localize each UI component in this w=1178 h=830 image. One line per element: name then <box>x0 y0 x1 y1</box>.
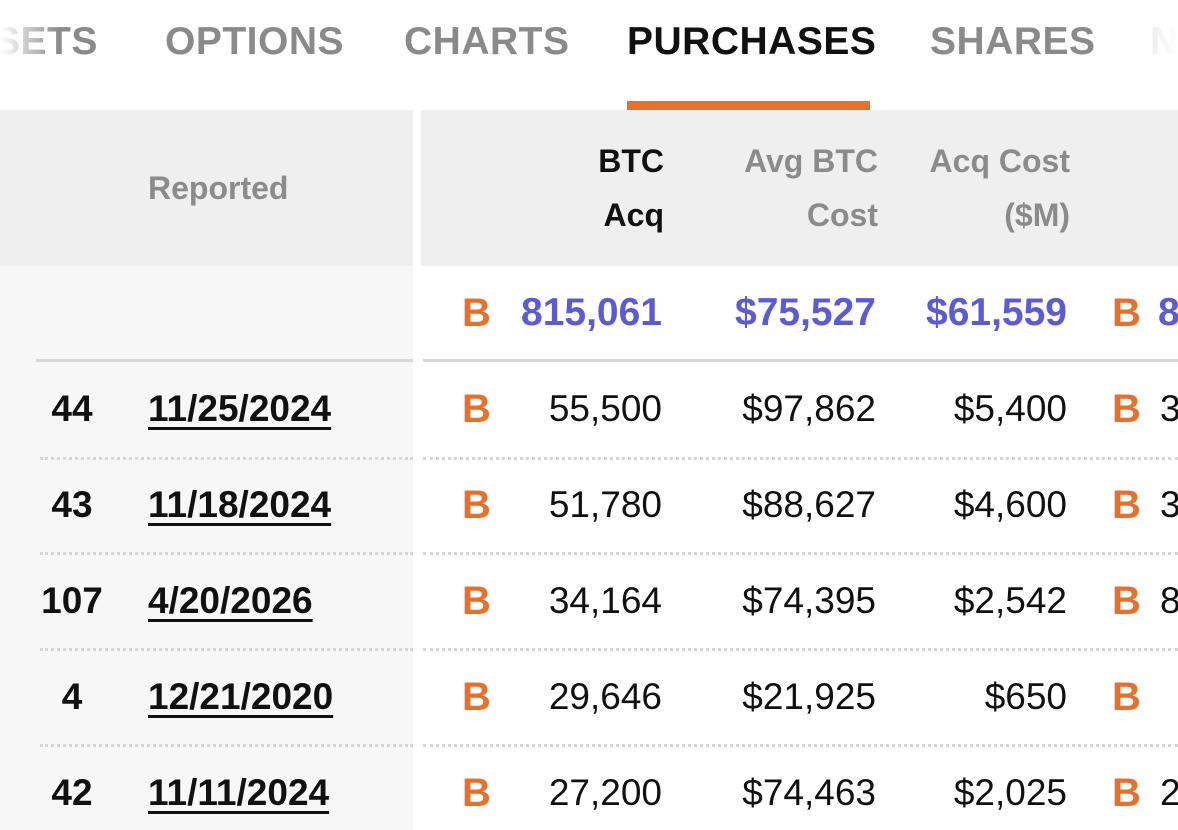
bitcoin-icon: B <box>462 771 491 815</box>
bitcoin-icon: B <box>462 483 491 527</box>
next-column-partial: 8 <box>1160 580 1178 621</box>
row-divider <box>423 457 1178 460</box>
row-number: 107 <box>41 580 103 621</box>
totals-divider-right <box>423 359 1178 362</box>
row-divider <box>40 457 413 460</box>
row-number: 4 <box>61 676 83 717</box>
btc-acq-header-line1[interactable]: BTC <box>598 143 664 179</box>
row-divider <box>423 744 1178 747</box>
btc-acq-cell: 55,500 <box>548 388 662 429</box>
acq-cost-cell: $2,025 <box>953 772 1067 813</box>
row-divider <box>40 552 413 555</box>
row-divider <box>40 648 413 651</box>
total-avg-btc-cost: $75,527 <box>735 291 876 334</box>
row-number: 43 <box>51 484 93 525</box>
avg-btc-cost-cell: $74,463 <box>742 772 876 813</box>
tab-scroll-fade-right <box>1118 0 1178 100</box>
next-column-partial: 3 <box>1160 484 1178 525</box>
reported-date-link[interactable]: 11/11/2024 <box>148 772 330 813</box>
tab-purchases[interactable]: PURCHASES <box>627 20 877 63</box>
tab-charts[interactable]: CHARTS <box>404 20 570 63</box>
bitcoin-icon: B <box>462 291 491 335</box>
column-header-row <box>421 110 1178 266</box>
acq-cost-cell: $4,600 <box>953 484 1067 525</box>
bitcoin-icon: B <box>462 579 491 623</box>
reported-header-label[interactable]: Reported <box>148 170 289 206</box>
btc-acq-cell: 34,164 <box>548 580 662 621</box>
next-column-partial: 3 <box>1160 388 1178 429</box>
total-next-column-partial: 8 <box>1158 291 1178 334</box>
btc-acq-header-line2[interactable]: Acq <box>603 197 664 233</box>
acq-cost-header-line1[interactable]: Acq Cost <box>929 143 1070 179</box>
avg-btc-cost-header-line1[interactable]: Avg BTC <box>744 143 878 179</box>
bitcoin-icon: B <box>1112 291 1141 335</box>
avg-btc-cost-cell: $88,627 <box>742 484 876 525</box>
bitcoin-icon: B <box>462 387 491 431</box>
avg-btc-cost-cell: $21,925 <box>742 676 876 717</box>
active-tab-indicator <box>627 101 870 110</box>
row-divider <box>423 552 1178 555</box>
btc-acq-cell: 27,200 <box>548 772 662 813</box>
bitcoin-icon: B <box>1112 675 1141 719</box>
tab-scroll-fade-left <box>0 0 60 100</box>
avg-btc-cost-header-line2[interactable]: Cost <box>806 197 878 233</box>
total-acq-cost: $61,559 <box>926 291 1067 334</box>
bitcoin-icon: B <box>1112 387 1141 431</box>
bitcoin-icon: B <box>1112 483 1141 527</box>
bitcoin-icon: B <box>1112 771 1141 815</box>
acq-cost-cell: $5,400 <box>953 388 1067 429</box>
reported-date-link[interactable]: 11/25/2024 <box>148 388 332 429</box>
avg-btc-cost-cell: $74,395 <box>742 580 876 621</box>
acq-cost-header-line2[interactable]: ($M) <box>1004 197 1070 233</box>
reported-date-link[interactable]: 11/18/2024 <box>148 484 332 525</box>
totals-divider-left <box>36 359 413 362</box>
tab-bar: SETS OPTIONS CHARTS PURCHASES SHARES N <box>0 0 1178 110</box>
reported-header-cell: Reported <box>0 110 413 266</box>
avg-btc-cost-cell: $97,862 <box>742 388 876 429</box>
reported-date-link[interactable]: 4/20/2026 <box>148 580 313 621</box>
row-number: 42 <box>51 772 93 813</box>
row-divider <box>40 744 413 747</box>
total-btc-acq: 815,061 <box>521 291 662 334</box>
reported-date-link[interactable]: 12/21/2020 <box>148 676 334 717</box>
tab-options[interactable]: OPTIONS <box>165 20 345 63</box>
bitcoin-icon: B <box>1112 579 1141 623</box>
bitcoin-icon: B <box>462 675 491 719</box>
tab-shares[interactable]: SHARES <box>930 20 1096 63</box>
btc-acq-cell: 51,780 <box>548 484 662 525</box>
btc-acq-cell: 29,646 <box>548 676 662 717</box>
acq-cost-cell: $2,542 <box>953 580 1067 621</box>
row-divider <box>423 648 1178 651</box>
acq-cost-cell: $650 <box>984 676 1067 717</box>
next-column-partial: 2 <box>1160 772 1178 813</box>
row-number: 44 <box>51 388 93 429</box>
